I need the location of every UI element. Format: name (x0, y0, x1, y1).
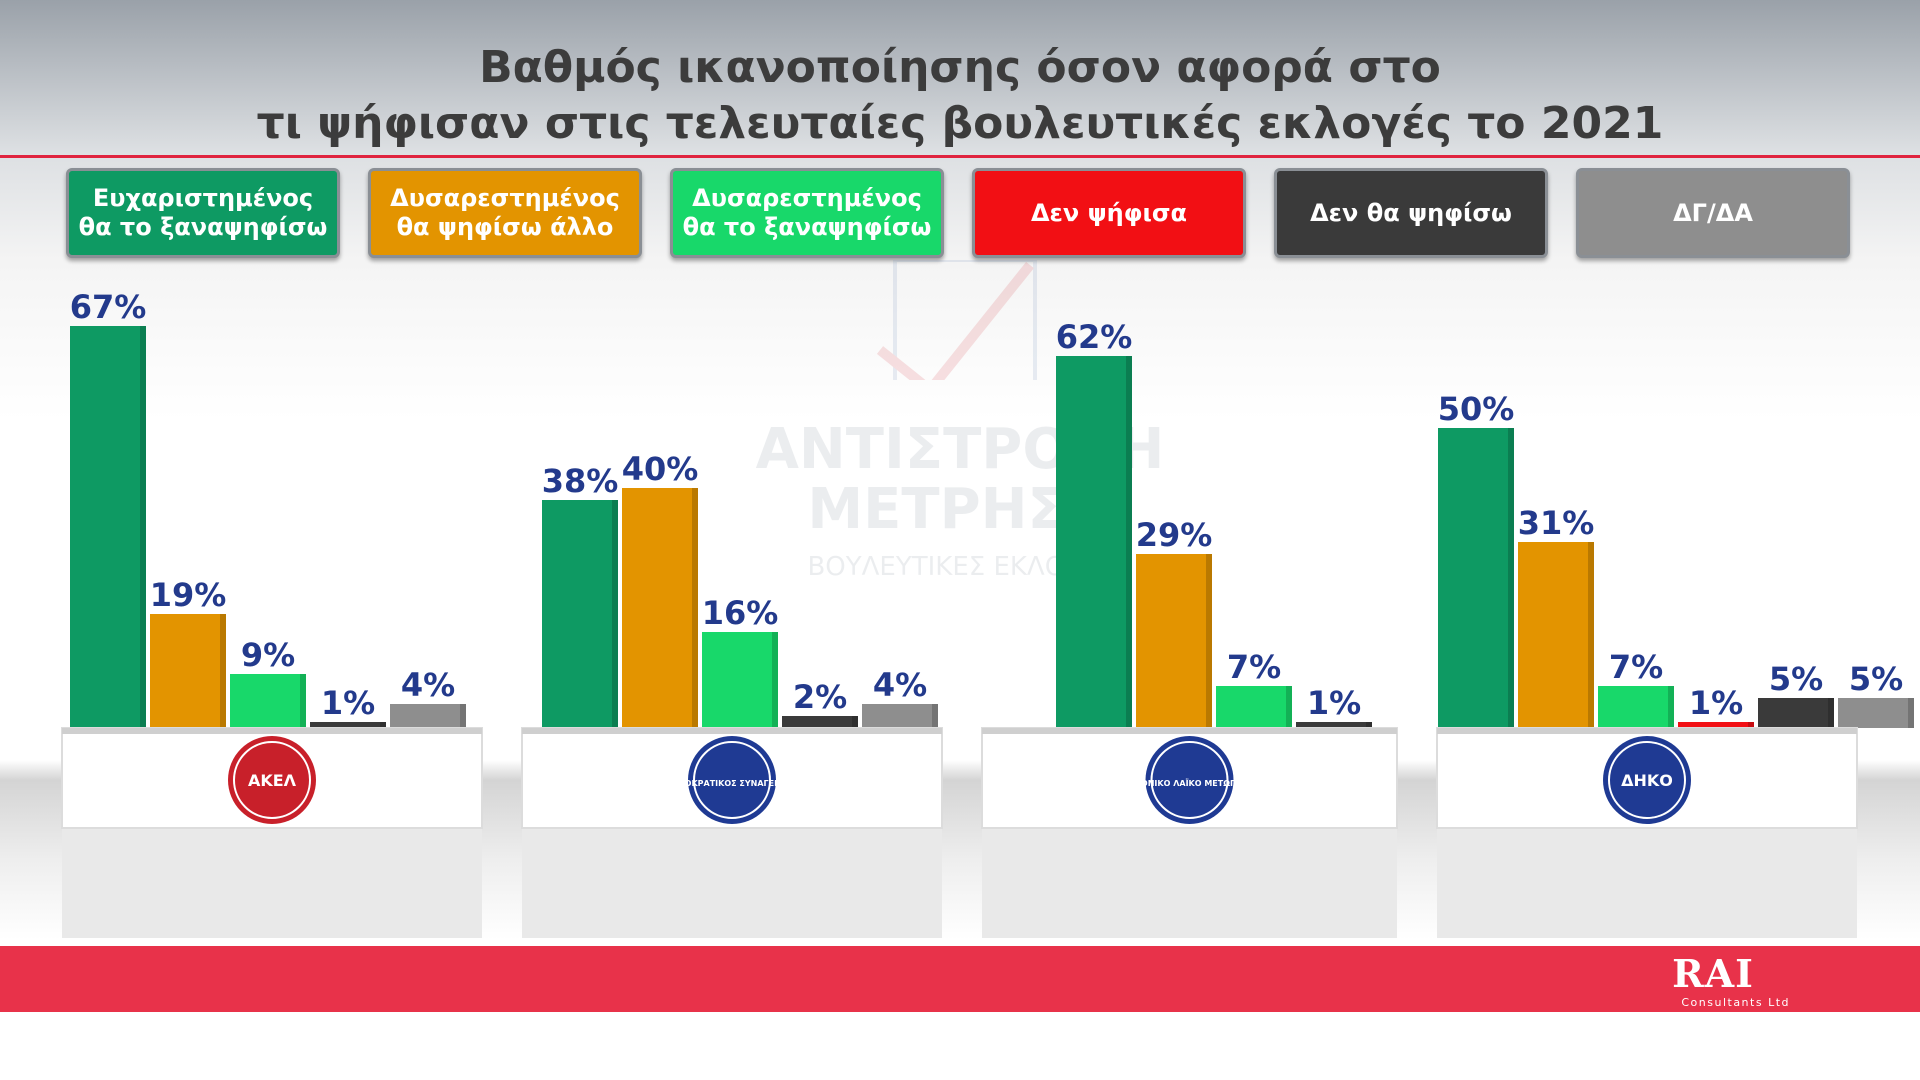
title-line-2: τι ψήφισαν στις τελευταίες βουλευτικές ε… (256, 98, 1664, 149)
bar-1-3 (230, 674, 306, 728)
bar-4-6 (1838, 698, 1914, 728)
brand-subtitle: Consultants Ltd (1681, 996, 1790, 1009)
bar-2-5 (862, 704, 938, 728)
bar-shade (692, 488, 698, 728)
bar-label-2-2: 40% (622, 450, 699, 488)
bar-2-3 (702, 632, 778, 728)
disy-logo-text: ΔΗΜΟΚΡΑΤΙΚΟΣ ΣΥΝΑΓΕΡΜΟΣ (664, 779, 800, 788)
bar-1-4 (310, 722, 386, 728)
bar-label-4-6: 5% (1849, 660, 1903, 698)
bar-shade (1668, 686, 1674, 728)
bar-shade (932, 704, 938, 728)
bar-label-1-3: 9% (241, 636, 295, 674)
akel-logo-ring (233, 741, 311, 819)
bar-label-1-4: 1% (321, 684, 375, 722)
bar-shade (380, 722, 386, 728)
legend-item-3: Δυσαρεστημένος θα το ξαναψηφίσω (670, 168, 944, 258)
bar-label-4-4: 1% (1689, 684, 1743, 722)
brand-name: RAI (1672, 951, 1754, 996)
bar-1-2 (150, 614, 226, 728)
bar-label-4-1: 50% (1438, 390, 1515, 428)
legend-item-5: Δεν θα ψηφίσω (1274, 168, 1548, 258)
bar-label-4-3: 7% (1609, 648, 1663, 686)
bar-shade (1828, 698, 1834, 728)
legend: Ευχαριστημένος θα το ξαναψηφίσω Δυσαρεστη… (66, 168, 1852, 262)
pedestal-reflection (1437, 828, 1857, 938)
bar-2-1 (542, 500, 618, 728)
pedestal-edge (1437, 728, 1857, 734)
bar-4-5 (1758, 698, 1834, 728)
akel-logo (228, 736, 316, 824)
bar-label-4-2: 31% (1518, 504, 1595, 542)
pedestal-edge (62, 728, 482, 734)
pedestal-reflection (982, 828, 1397, 938)
bar-shade (220, 614, 226, 728)
bar-shade (772, 632, 778, 728)
title-line-1: Βαθμός ικανοποίησης όσον αφορά στο (479, 42, 1441, 93)
bar-label-3-3: 7% (1227, 648, 1281, 686)
bar-4-1 (1438, 428, 1514, 728)
legend-item-6: ΔΓ/ΔΑ (1576, 168, 1850, 258)
diko-logo-text: ΔΗΚΟ (1621, 771, 1673, 790)
bar-shade (1508, 428, 1514, 728)
bar-shade (1748, 722, 1754, 728)
diko-logo-ring (1608, 741, 1686, 819)
bar-3-2 (1136, 554, 1212, 728)
disy-logo (688, 736, 776, 824)
bar-label-2-4: 2% (793, 678, 847, 716)
bar-label-1-2: 19% (150, 576, 227, 614)
bar-label-3-4: 1% (1307, 684, 1361, 722)
bar-shade (1366, 722, 1372, 728)
bar-shade (140, 326, 146, 728)
bar-label-2-1: 38% (542, 462, 619, 500)
pedestal-edge (522, 728, 942, 734)
chart-title: Βαθμός ικανοποίησης όσον αφορά στο τι ψή… (0, 40, 1920, 152)
bar-label-1-1: 67% (70, 288, 147, 326)
pedestal-reflection (62, 828, 482, 938)
checkmark-icon (876, 260, 1037, 380)
brand-logo: RAI Consultants Ltd (1636, 952, 1790, 1012)
footer-band (0, 946, 1920, 1012)
bar-shade (1286, 686, 1292, 728)
disy-logo-ring (693, 741, 771, 819)
elam-logo-text: ΕΘΝΙΚΟ ΛΑΪΚΟ ΜΕΤΩΠΟ (1135, 778, 1243, 788)
bar-label-3-1: 62% (1056, 318, 1133, 356)
bar-4-4 (1678, 722, 1754, 728)
bar-label-1-5: 4% (401, 666, 455, 704)
bar-3-1 (1056, 356, 1132, 728)
bar-3-4 (1296, 722, 1372, 728)
bar-shade (852, 716, 858, 728)
bar-shade (1126, 356, 1132, 728)
bar-label-4-5: 5% (1769, 660, 1823, 698)
bar-shade (300, 674, 306, 728)
bar-shade (1908, 698, 1914, 728)
elam-logo-ring (1150, 741, 1229, 819)
legend-item-2: Δυσαρεστημένος θα ψηφίσω άλλο (368, 168, 642, 258)
bar-2-2 (622, 488, 698, 728)
elam-logo (1145, 736, 1234, 824)
bar-shade (1206, 554, 1212, 728)
bar-4-2 (1518, 542, 1594, 728)
bar-1-5 (390, 704, 466, 728)
bar-label-2-3: 16% (702, 594, 779, 632)
bar-shade (460, 704, 466, 728)
pedestal-reflection (522, 828, 942, 938)
title-divider (0, 155, 1920, 158)
legend-item-4: Δεν ψήφισα (972, 168, 1246, 258)
bar-1-1 (70, 326, 146, 728)
bar-4-3 (1598, 686, 1674, 728)
bar-3-3 (1216, 686, 1292, 728)
bar-label-3-2: 29% (1136, 516, 1213, 554)
bar-label-2-5: 4% (873, 666, 927, 704)
pedestal-edge (982, 728, 1397, 734)
bar-2-4 (782, 716, 858, 728)
legend-item-1: Ευχαριστημένος θα το ξαναψηφίσω (66, 168, 340, 258)
bar-shade (1588, 542, 1594, 728)
diko-logo (1603, 736, 1691, 824)
akel-logo-text: ΑΚΕΛ (248, 771, 297, 790)
bar-shade (612, 500, 618, 728)
